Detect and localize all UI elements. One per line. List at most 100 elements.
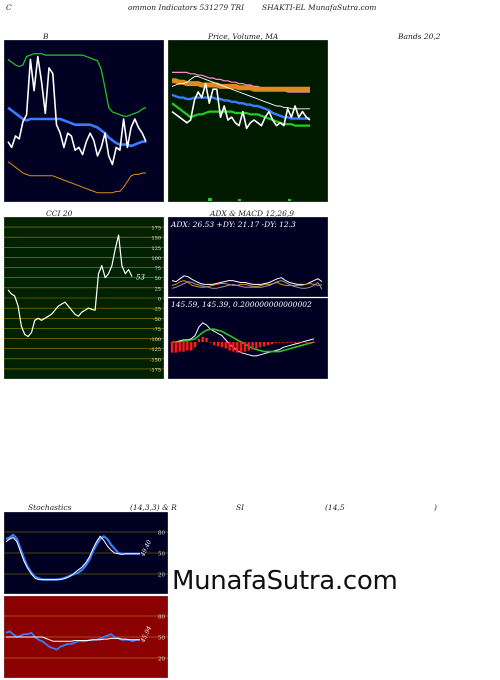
macd-hist-bar xyxy=(297,342,300,343)
macd-hist-bar xyxy=(301,342,304,343)
cci-title: CCI 20 xyxy=(46,209,73,218)
volume-bar xyxy=(208,198,212,201)
bollinger-price-line xyxy=(7,55,147,166)
macd-hist-bar xyxy=(201,336,204,342)
rsi-tick-label: 80 xyxy=(158,615,165,621)
bollinger-middle-line xyxy=(7,106,146,148)
bollinger-chart xyxy=(4,40,164,202)
rsi-tick-label: 20 xyxy=(158,657,165,663)
bollinger-title-right: Bands 20,2 xyxy=(398,32,441,41)
macd-hist-bar xyxy=(213,342,216,346)
macd-hist-bar xyxy=(289,342,293,343)
rsi-tick-label: 50 xyxy=(158,636,165,642)
macd-hist-bar xyxy=(255,342,258,349)
macd-hist-bar xyxy=(259,342,262,348)
macd-hist-bar xyxy=(186,342,189,351)
price-ma-ma-orange-line xyxy=(172,78,310,92)
macd-hist-bar xyxy=(274,342,277,344)
cci-tick-label: -25 xyxy=(153,307,161,313)
adx-chart: ADX: 26.53 +DY: 21.17 -DY: 12.3 xyxy=(168,217,328,297)
cci-tick-label: -100 xyxy=(150,337,161,343)
macd-hist-bar xyxy=(270,342,273,345)
price-ma-ma-pink-line xyxy=(172,71,310,93)
bollinger-upper-line xyxy=(7,53,147,117)
macd-hist-bar xyxy=(239,342,243,353)
cci-tick-label: -75 xyxy=(153,327,161,333)
cci-tick-label: 100 xyxy=(151,256,161,262)
cci-tick-label: 125 xyxy=(151,246,161,252)
macd-hist-bar xyxy=(232,342,235,352)
adx-minus-di-line xyxy=(171,280,323,290)
adx-title: ADX & MACD 12,26,9 xyxy=(210,209,295,218)
header-right-label: SHAKTI-EL MunafaSutra.com xyxy=(262,3,377,12)
stochastics-params: (14,3,3) & R xyxy=(130,503,177,512)
macd-hist-bar xyxy=(251,342,254,350)
cci-tick-label: -175 xyxy=(150,367,161,373)
price-ma-bg xyxy=(168,40,328,202)
rsi-params: (14,5 xyxy=(325,503,345,512)
cci-tick-label: 25 xyxy=(155,286,161,292)
cci-tick-label: -125 xyxy=(150,347,161,353)
cci-tick-label: 75 xyxy=(155,266,161,272)
macd-hist-bar xyxy=(243,342,247,352)
volume-bar xyxy=(288,199,291,201)
cci-tick-label: 175 xyxy=(151,226,161,232)
bollinger-title: B xyxy=(43,32,49,41)
cci-tick-label: 150 xyxy=(151,236,161,242)
macd-signal-line xyxy=(172,328,315,353)
price-ma-chart xyxy=(168,40,328,202)
macd-title: 145.59, 145.39, 0.200000000000002 xyxy=(171,300,312,309)
macd-hist-bar xyxy=(312,342,316,343)
cci-tick-label: -150 xyxy=(150,357,161,363)
macd-macd-line xyxy=(172,322,315,357)
macd-hist-bar xyxy=(262,342,266,347)
price-ma-ma-green-line xyxy=(171,102,310,127)
cci-last-value: 53 xyxy=(136,274,145,282)
stochastics-k-line xyxy=(5,533,140,581)
macd-hist-bar xyxy=(220,342,224,348)
macd-chart: 145.59, 145.39, 0.200000000000002 xyxy=(168,298,328,379)
macd-hist-bar xyxy=(278,342,281,343)
header-center-label: ommon Indicators 531279 TRI xyxy=(128,3,245,12)
macd-hist-bar xyxy=(293,342,297,343)
cci-tick-label: -50 xyxy=(153,317,161,323)
macd-hist-bar xyxy=(174,342,178,353)
rsi-rsi-avg-line xyxy=(6,636,140,642)
stochastics-tick-label: 50 xyxy=(158,552,165,558)
macd-hist-bar xyxy=(247,342,250,351)
cci-cci-line xyxy=(7,234,133,338)
rsi-close-paren: ) xyxy=(434,503,437,512)
macd-hist-bar xyxy=(228,342,231,351)
price-ma-price-line xyxy=(171,82,311,130)
volume-bar xyxy=(238,199,241,201)
watermark: MunafaSutra.com xyxy=(172,566,398,596)
cci-chart: 175 150 125 100 75 50 25 0 -25 -50 -75 -100 -125 -150… xyxy=(4,217,164,379)
cci-tick-label: 0 xyxy=(158,297,161,303)
macd-hist-bar xyxy=(182,342,185,352)
macd-hist-bar xyxy=(266,342,270,346)
price-ma-ma-white-line xyxy=(171,76,310,110)
adx-plus-di-line xyxy=(171,280,323,288)
stochastics-tick-label: 20 xyxy=(158,573,165,579)
macd-hist-bar xyxy=(170,342,174,353)
macd-hist-bar xyxy=(189,342,193,351)
stochastics-d-line xyxy=(5,535,140,581)
stochastics-title: Stochastics xyxy=(28,503,72,512)
macd-hist-bar xyxy=(193,342,197,348)
header-left-label: C xyxy=(6,3,12,12)
macd-hist-bar xyxy=(236,342,239,353)
adx-adx-line xyxy=(171,275,323,285)
macd-hist-bar xyxy=(209,342,212,343)
macd-hist-bar xyxy=(224,342,227,349)
adx-subtitle: ADX: 26.53 +DY: 21.17 -DY: 12.3 xyxy=(170,220,296,229)
cci-tick-label: 50 xyxy=(155,276,161,282)
macd-hist-bar xyxy=(285,342,289,343)
macd-hist-bar xyxy=(178,342,181,352)
price-ma-title: Price, Volume, MA xyxy=(208,32,279,41)
macd-hist-bar xyxy=(282,342,285,343)
macd-hist-bar xyxy=(305,342,308,343)
macd-hist-bar xyxy=(205,337,208,342)
macd-hist-bar xyxy=(308,342,312,343)
macd-hist-bar xyxy=(216,342,220,347)
